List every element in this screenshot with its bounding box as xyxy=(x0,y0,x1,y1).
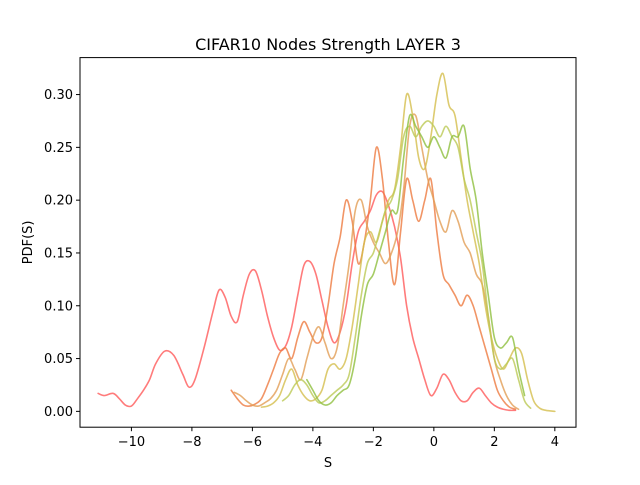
x-axis-label: S xyxy=(324,456,332,471)
series-line-4 xyxy=(260,72,556,413)
y-tick-label: 0.10 xyxy=(44,299,73,314)
y-tick-label: 0.25 xyxy=(44,141,73,156)
ticks-layer: −10 −8 −6 −4 −2 0 2 4 0.00 0.05 0.10 0.15 0.20 0.25 0.… xyxy=(44,88,559,450)
y-tick-label: 0.20 xyxy=(44,194,73,209)
y-tick-label: 0.05 xyxy=(44,352,73,367)
x-tick-label: 4 xyxy=(551,435,559,450)
y-axis-label: PDF(S) xyxy=(21,221,36,265)
x-tick-label: −6 xyxy=(243,435,262,450)
x-tick-label: −10 xyxy=(118,435,145,450)
x-tick-label: −8 xyxy=(182,435,201,450)
series-line-1 xyxy=(97,190,517,412)
x-tick-label: 2 xyxy=(490,435,498,450)
y-tick-label: 0.00 xyxy=(44,405,73,420)
series-line-3 xyxy=(233,113,520,411)
series-line-6 xyxy=(306,113,526,406)
plot-frame xyxy=(79,57,577,428)
x-tick-label: −2 xyxy=(364,435,383,450)
x-tick-label: 0 xyxy=(430,435,438,450)
chart-title: CIFAR10 Nodes Strength LAYER 3 xyxy=(195,35,461,54)
series-layer xyxy=(97,72,556,413)
x-tick-label: −4 xyxy=(303,435,322,450)
y-tick-label: 0.15 xyxy=(44,246,73,261)
y-tick-label: 0.30 xyxy=(44,88,73,103)
series-line-2 xyxy=(230,146,517,411)
